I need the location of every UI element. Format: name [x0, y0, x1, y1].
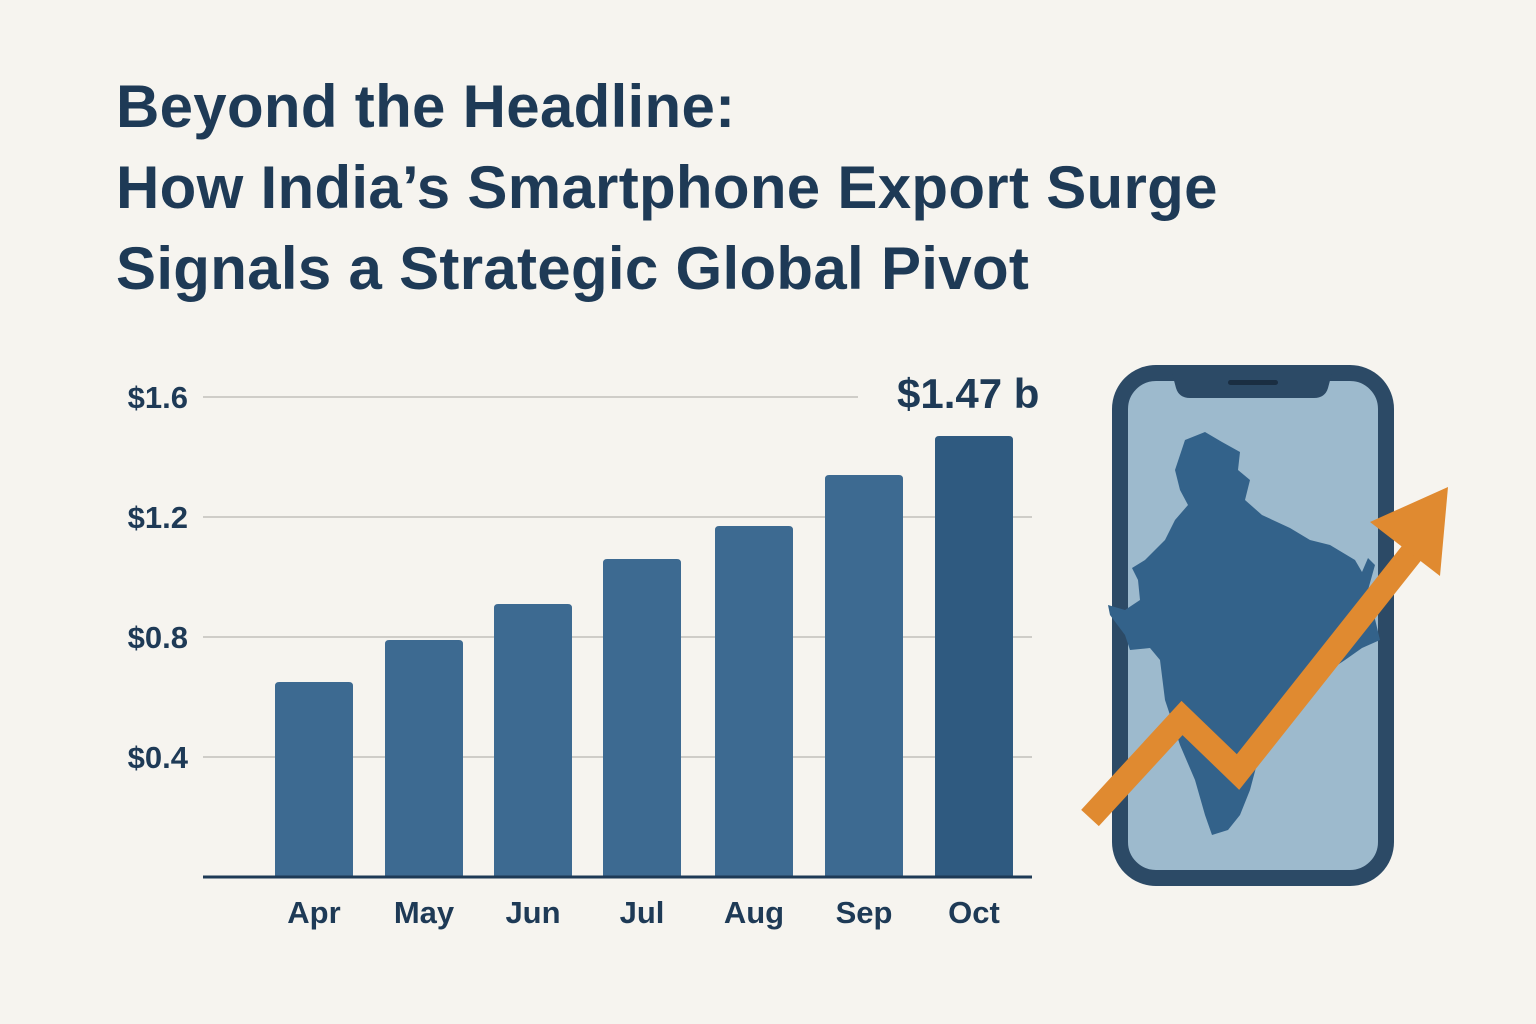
- x-tick-label: Oct: [948, 895, 1000, 930]
- bar-apr: [275, 682, 353, 877]
- india-map-icon: [1108, 432, 1380, 835]
- bar-jul: [603, 559, 681, 877]
- x-tick-label: May: [394, 895, 455, 930]
- highlight-data-label: $1.47 b: [897, 370, 1039, 417]
- x-tick-label: Jul: [620, 895, 665, 930]
- x-tick-label: Jun: [505, 895, 560, 930]
- y-tick-label: $1.2: [128, 500, 188, 535]
- bar-aug: [715, 526, 793, 877]
- page-title: Beyond the Headline: How India’s Smartph…: [116, 66, 1218, 309]
- bar-oct: [935, 436, 1013, 877]
- bar-may: [385, 640, 463, 877]
- trend-up-arrow-icon: [1081, 487, 1448, 827]
- title-line: Signals a Strategic Global Pivot: [116, 235, 1030, 302]
- y-tick-label: $1.6: [128, 380, 188, 415]
- x-tick-label: Sep: [836, 895, 893, 930]
- x-tick-label: Apr: [287, 895, 340, 930]
- y-tick-label: $0.4: [128, 740, 189, 775]
- x-tick-label: Aug: [724, 895, 784, 930]
- title-line: How India’s Smartphone Export Surge: [116, 154, 1218, 221]
- bar-jun: [494, 604, 572, 877]
- y-tick-label: $0.8: [128, 620, 188, 655]
- bar-sep: [825, 475, 903, 877]
- title-line: Beyond the Headline:: [116, 73, 736, 140]
